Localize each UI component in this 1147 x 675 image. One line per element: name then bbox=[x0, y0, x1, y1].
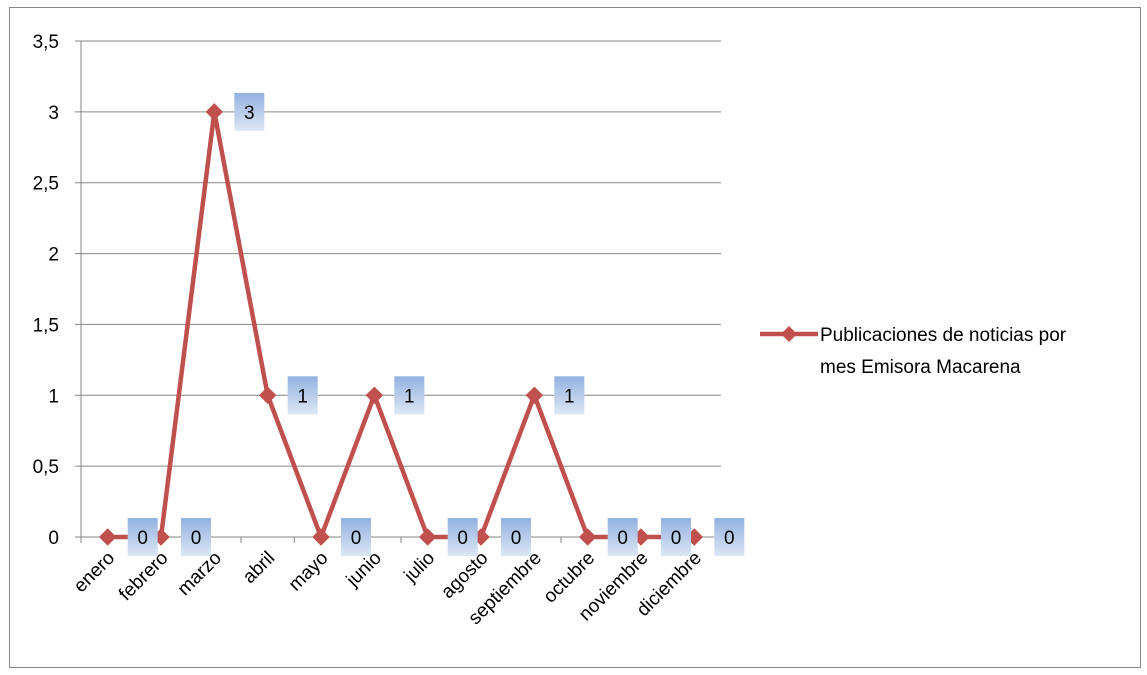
data-point-marker bbox=[205, 103, 224, 121]
data-label-box bbox=[127, 518, 158, 556]
data-label: 3 bbox=[244, 103, 255, 124]
data-point-marker bbox=[258, 386, 277, 404]
data-label: 0 bbox=[457, 528, 468, 549]
data-label: 1 bbox=[297, 386, 308, 407]
y-tick-label: 2,5 bbox=[33, 174, 59, 195]
legend-label-line-1: Publicaciones de noticias por bbox=[820, 325, 1067, 346]
gridlines bbox=[81, 40, 721, 467]
y-tick-label: 0 bbox=[48, 528, 59, 549]
data-label-box bbox=[714, 518, 745, 556]
y-tick-label: 1,5 bbox=[33, 315, 59, 336]
series-markers bbox=[98, 103, 704, 546]
data-point-marker bbox=[578, 528, 597, 546]
legend: Publicaciones de noticias por mes Emisora… bbox=[760, 325, 1067, 378]
series-line-layer bbox=[105, 109, 697, 540]
data-labels: 0 0 3 1 0 1 0 0 1 0 0 0 bbox=[127, 92, 745, 556]
data-label-box bbox=[447, 518, 478, 556]
data-label-box bbox=[341, 518, 371, 556]
data-label-box bbox=[234, 92, 265, 131]
data-point-marker bbox=[312, 528, 330, 546]
data-label-box bbox=[287, 376, 318, 415]
data-point-marker bbox=[418, 528, 437, 546]
y-tick-label: 0,5 bbox=[33, 457, 59, 478]
data-label: 0 bbox=[511, 528, 522, 549]
data-label: 0 bbox=[191, 528, 202, 549]
data-label-box bbox=[501, 518, 531, 556]
y-tick-label: 1 bbox=[48, 386, 59, 407]
data-label-box bbox=[554, 376, 585, 415]
y-tick-label: 3,5 bbox=[33, 32, 59, 53]
data-label-box bbox=[394, 376, 425, 415]
series-line bbox=[105, 109, 697, 540]
data-label: 0 bbox=[671, 528, 682, 549]
y-axis-tick-labels: 0 0,5 1 1,5 2 2,5 3 3,5 bbox=[33, 32, 59, 549]
data-label: 0 bbox=[137, 528, 148, 549]
data-label-box bbox=[661, 518, 691, 556]
data-point-marker bbox=[365, 386, 384, 404]
data-label: 0 bbox=[724, 528, 735, 549]
data-label: 0 bbox=[617, 528, 628, 549]
data-label: 0 bbox=[351, 528, 362, 549]
data-label: 1 bbox=[404, 386, 415, 407]
data-label-box bbox=[607, 518, 638, 556]
legend-label-line-2: mes Emisora Macarena bbox=[820, 357, 1021, 378]
y-tick-label: 3 bbox=[48, 103, 59, 124]
data-point-marker bbox=[525, 386, 544, 404]
chart-border bbox=[9, 7, 1141, 668]
legend-marker bbox=[781, 326, 797, 342]
data-label-box bbox=[181, 518, 211, 556]
data-point-marker bbox=[98, 528, 117, 546]
y-tick-label: 2 bbox=[48, 245, 59, 266]
data-label: 1 bbox=[564, 386, 575, 407]
